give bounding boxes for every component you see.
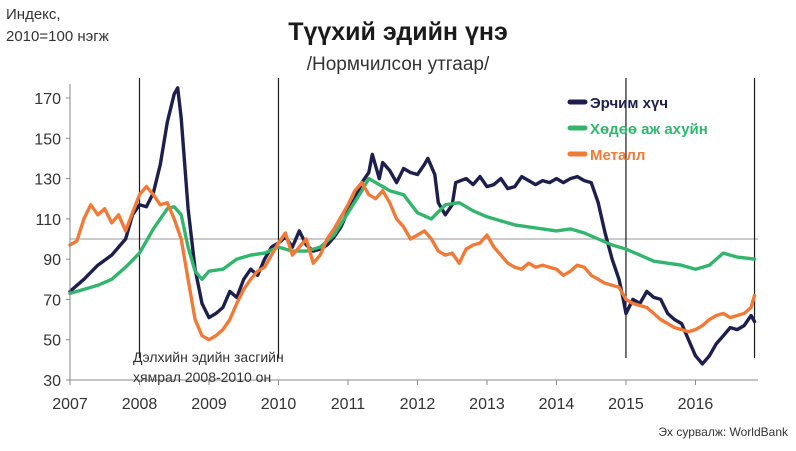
y-tick-label: 90 bbox=[43, 252, 61, 269]
y-tick-label: 150 bbox=[34, 131, 61, 148]
chart-subtitle: /Нормчилсон утгаар/ bbox=[307, 54, 490, 75]
x-tick-label: 2009 bbox=[191, 396, 227, 413]
x-tick-label: 2011 bbox=[331, 396, 366, 413]
series-line-2 bbox=[68, 180, 757, 342]
x-tick-label: 2013 bbox=[469, 396, 505, 413]
x-tick-label: 2008 bbox=[122, 396, 158, 413]
crisis-annotation-line2: хямрал 2008-2010 он bbox=[133, 369, 271, 385]
y-tick-label: 130 bbox=[34, 172, 61, 189]
legend-label-2: Металл bbox=[590, 147, 645, 164]
x-tick-label: 2015 bbox=[608, 396, 644, 413]
x-tick-label: 2014 bbox=[539, 396, 575, 413]
legend-label-1: Хөдөө аж ахуйн bbox=[590, 121, 708, 138]
y-tick-label: 170 bbox=[34, 91, 61, 108]
legend-label-0: Эрчим хүч bbox=[590, 95, 668, 112]
y-axis-label-line2: 2010=100 нэгж bbox=[6, 28, 109, 45]
source-note: Эх сурвалж: WorldBank bbox=[658, 425, 789, 439]
y-tick-label: 50 bbox=[43, 333, 61, 350]
axis-layer: 30 50 70 90 110 130 150 170 2007 2008 2009 2010 2011… bbox=[34, 84, 758, 413]
x-tick-label: 2012 bbox=[400, 396, 436, 413]
series-line-0 bbox=[68, 86, 757, 366]
y-tick-label: 30 bbox=[43, 373, 61, 390]
x-tick-label: 2016 bbox=[678, 396, 714, 413]
y-tick-label: 110 bbox=[35, 212, 61, 229]
legend: Эрчим хүч Хөдөө аж ахуйн Металл bbox=[567, 95, 708, 164]
x-tick-label: 2010 bbox=[261, 396, 297, 413]
x-tick-label: 2007 bbox=[52, 396, 88, 413]
y-tick-label: 70 bbox=[43, 292, 61, 309]
y-axis-label-line1: Индекс, bbox=[6, 6, 61, 23]
crisis-annotation-line1: Дэлхийн эдийн засгийн bbox=[133, 349, 284, 365]
chart-title: Түүхий эдийн үнэ bbox=[288, 18, 508, 46]
series-layer bbox=[68, 86, 757, 366]
series-line-1 bbox=[68, 176, 757, 296]
